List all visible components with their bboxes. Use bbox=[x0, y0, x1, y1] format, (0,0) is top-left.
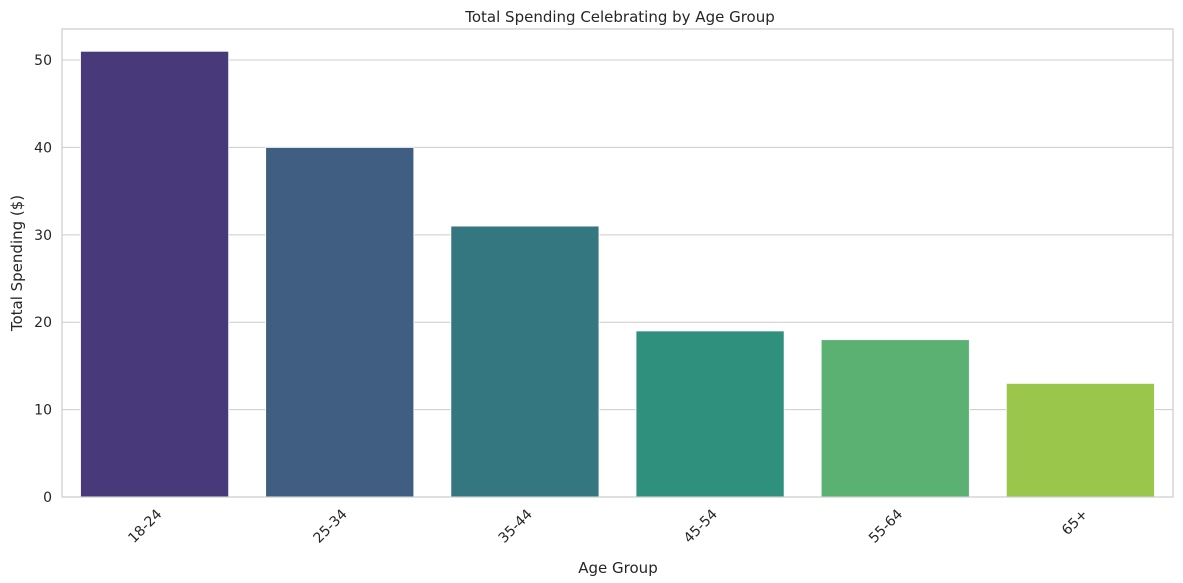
bar-18-24 bbox=[80, 50, 230, 498]
bar-25-34 bbox=[265, 147, 415, 498]
x-tick-label: 25-34 bbox=[310, 506, 350, 546]
x-tick-label: 18-24 bbox=[125, 506, 165, 546]
bar-65+ bbox=[1005, 382, 1155, 498]
bar-55-64 bbox=[820, 339, 970, 498]
x-tick-label: 55-64 bbox=[866, 506, 906, 546]
plot-frame bbox=[61, 28, 1174, 498]
y-tick-label: 10 bbox=[34, 403, 52, 419]
y-tick-label: 0 bbox=[43, 490, 52, 506]
x-tick-label: 35-44 bbox=[496, 506, 536, 546]
y-tick-label: 40 bbox=[34, 140, 52, 156]
chart-title: Total Spending Celebrating by Age Group bbox=[464, 8, 775, 26]
y-tick-label: 50 bbox=[34, 53, 52, 69]
y-tick-label: 30 bbox=[34, 228, 52, 244]
x-axis-label: Age Group bbox=[578, 559, 657, 577]
bar-45-54 bbox=[635, 330, 785, 498]
y-tick-label: 20 bbox=[34, 315, 52, 331]
y-axis-label: Total Spending ($) bbox=[8, 195, 26, 332]
y-tick-labels: 0 10 20 30 40 50 bbox=[34, 53, 52, 506]
x-tick-label: 45-54 bbox=[681, 506, 721, 546]
bar-35-44 bbox=[450, 225, 600, 498]
bars bbox=[80, 50, 1155, 498]
x-tick-labels: 18-24 25-34 35-44 45-54 55-64 65+ bbox=[125, 506, 1091, 546]
x-tick-label: 65+ bbox=[1059, 507, 1091, 539]
